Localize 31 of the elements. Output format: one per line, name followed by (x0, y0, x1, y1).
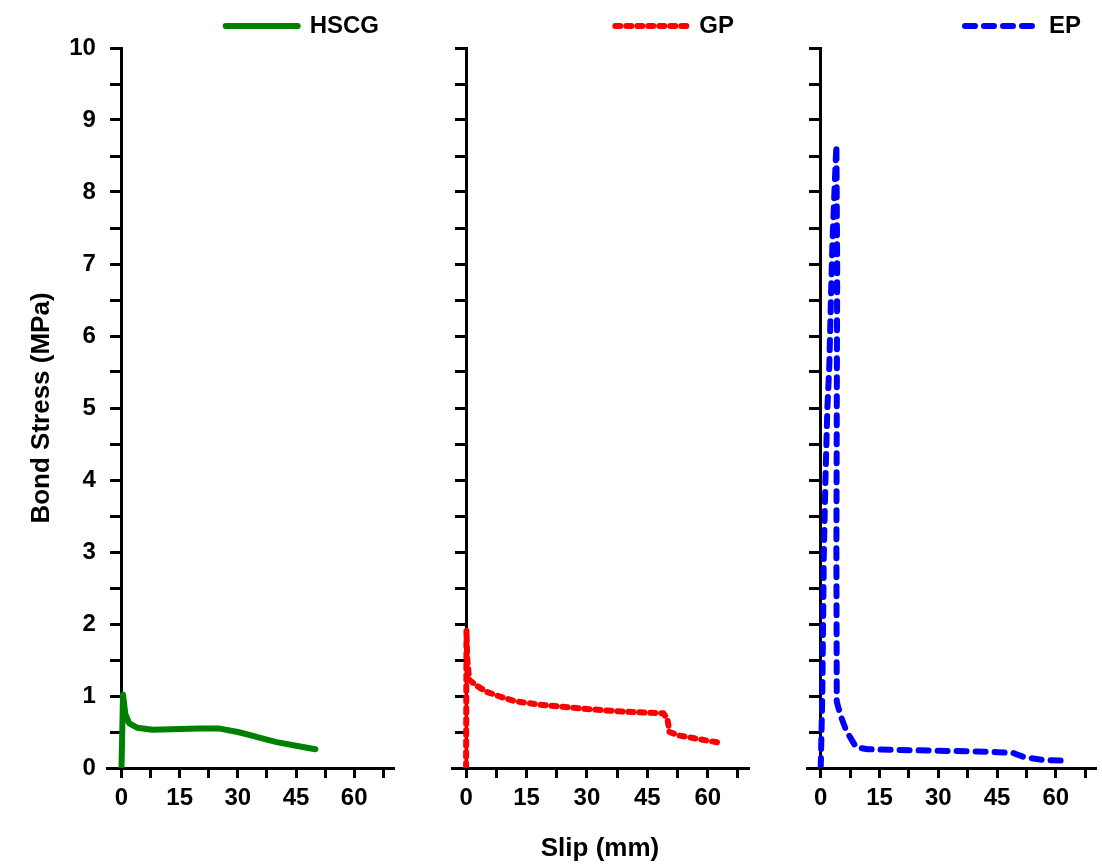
x-tick-label: 0 (814, 783, 828, 811)
y-tick-label: 2 (82, 608, 96, 636)
legend-label: GP (699, 10, 735, 38)
y-tick-label: 7 (82, 248, 96, 276)
y-tick-label: 4 (82, 464, 97, 492)
x-tick-label: 45 (282, 783, 310, 811)
y-tick-label: 9 (82, 104, 96, 132)
x-tick-label: 60 (1042, 783, 1070, 811)
y-tick-label: 10 (69, 32, 96, 60)
x-tick-label: 30 (573, 783, 601, 811)
x-tick-label: 15 (513, 783, 540, 811)
y-axis-title: Bond Stress (MPa) (24, 292, 55, 524)
y-tick-label: 5 (82, 392, 96, 420)
y-tick-label: 8 (82, 176, 96, 204)
x-tick-label: 0 (459, 783, 473, 811)
y-tick-label: 3 (82, 536, 96, 564)
y-tick-label: 6 (82, 320, 96, 348)
legend-label: HSCG (309, 10, 379, 38)
x-axis-title: Slip (mm) (540, 831, 660, 862)
legend-label: EP (1048, 10, 1081, 38)
y-tick-label: 1 (82, 680, 96, 708)
x-tick-label: 45 (983, 783, 1011, 811)
x-tick-label: 15 (866, 783, 893, 811)
x-tick-label: 60 (340, 783, 368, 811)
x-tick-label: 30 (224, 783, 252, 811)
x-tick-label: 15 (166, 783, 194, 811)
x-tick-label: 0 (114, 783, 129, 811)
x-tick-label: 30 (924, 783, 952, 811)
y-tick-label: 0 (82, 752, 96, 780)
x-tick-label: 60 (694, 783, 722, 811)
x-tick-label: 45 (633, 783, 661, 811)
